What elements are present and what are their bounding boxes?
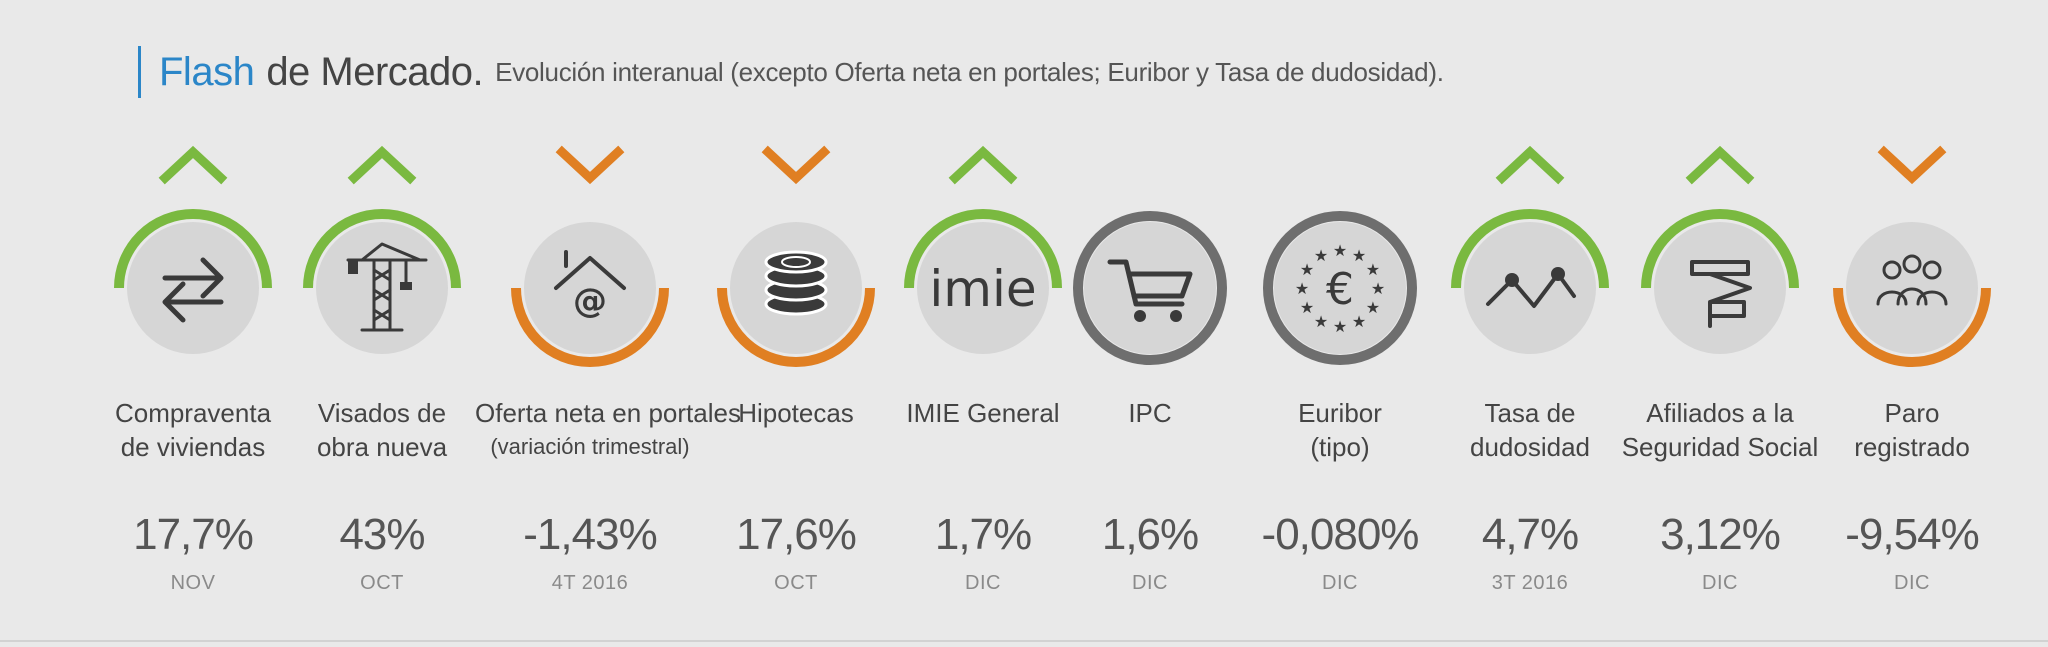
trend-up-chevron-icon	[347, 145, 417, 185]
svg-text:★: ★	[1352, 246, 1366, 265]
people-group-icon	[1833, 222, 1991, 367]
indicator-period: 4T 2016	[551, 572, 629, 594]
indicator-value: 17,7%	[133, 510, 254, 559]
indicator-label: Tasa de dudosidad	[1415, 396, 1645, 464]
indicator-value: 43%	[339, 510, 425, 559]
swap-arrows-icon	[114, 209, 272, 354]
indicator-period: OCT	[774, 572, 818, 594]
svg-text:★: ★	[1333, 317, 1347, 336]
indicator-value: -1,43%	[523, 510, 657, 559]
svg-text:★: ★	[1300, 260, 1314, 279]
indicator-value: 17,6%	[736, 510, 857, 559]
indicator-period: OCT	[360, 572, 404, 594]
indicator-period: DIC	[965, 572, 1001, 594]
title-main: de Mercado.	[266, 49, 484, 94]
trend-down-chevron-icon	[761, 145, 831, 185]
indicator-value: 3,12%	[1660, 510, 1781, 559]
trend-up-chevron-icon	[1495, 145, 1565, 185]
indicator-card: Compraventa de viviendas 17,7% NOV	[98, 140, 288, 620]
indicator-period: DIC	[1894, 572, 1930, 594]
svg-text:★: ★	[1366, 260, 1380, 279]
indicator-card: Hipotecas 17,6% OCT	[701, 140, 891, 620]
indicator-label-line: (tipo)	[1310, 432, 1370, 462]
svg-text:★: ★	[1371, 279, 1385, 298]
imie-logo-icon: imie	[904, 209, 1062, 354]
shopping-cart-icon	[1073, 211, 1227, 365]
svg-text:€: €	[1326, 264, 1354, 315]
affiliates-logo-icon	[1641, 209, 1799, 354]
indicator-card: Paro registrado -9,54% DIC	[1817, 140, 2007, 620]
trend-down-chevron-icon	[1877, 145, 1947, 185]
crane-icon	[303, 209, 461, 354]
indicator-label-line: Paro	[1884, 398, 1940, 428]
page-title: Flash de Mercado. Evolución interanual (…	[138, 44, 1444, 100]
svg-text:@: @	[573, 281, 607, 321]
indicator-label: Afiliados a la Seguridad Social	[1605, 396, 1835, 464]
indicator-value: 1,7%	[934, 510, 1032, 559]
indicator-label-line: de viviendas	[120, 432, 266, 462]
indicator-label: Oferta neta en portales (variación trimes…	[475, 396, 741, 464]
svg-text:★: ★	[1314, 312, 1328, 331]
indicator-period: DIC	[1322, 572, 1358, 594]
title-subtitle: Evolución interanual (excepto Oferta net…	[495, 56, 1444, 87]
title-accent: Flash	[159, 49, 255, 94]
indicator-label-line: dudosidad	[1470, 432, 1590, 462]
indicator-card: Tasa de dudosidad 4,7% 3T 2016	[1435, 140, 1625, 620]
indicator-label: Compraventa de viviendas	[78, 396, 308, 464]
indicator-card: imie IMIE General 1,7% DIC	[888, 140, 1078, 620]
indicator-card: Visados de obra nueva 43% OCT	[287, 140, 477, 620]
svg-text:imie: imie	[929, 260, 1036, 318]
svg-text:★: ★	[1352, 312, 1366, 331]
indicator-label-line: Seguridad Social	[1621, 432, 1819, 462]
svg-text:★: ★	[1295, 279, 1309, 298]
svg-text:★: ★	[1314, 246, 1328, 265]
euro-stars-icon: ★ ★★★★★★★★★★★€	[1263, 211, 1417, 365]
svg-text:★: ★	[1366, 298, 1380, 317]
indicator-card: @ Oferta neta en portales (variación trime…	[475, 140, 741, 620]
svg-text:★: ★	[1333, 241, 1347, 260]
indicator-label: Paro registrado	[1797, 396, 2027, 464]
indicator-label: Hipotecas	[681, 396, 911, 430]
indicator-label-line: obra nueva	[316, 432, 448, 462]
indicator-value: 1,6%	[1101, 510, 1199, 559]
trend-up-chevron-icon	[1685, 145, 1755, 185]
indicator-label-line: Tasa de	[1484, 398, 1576, 428]
trend-up-chevron-icon	[948, 145, 1018, 185]
house-at-icon: @	[511, 222, 669, 367]
indicator-label-line: Oferta neta en portales	[475, 398, 741, 428]
indicator-value: -9,54%	[1845, 510, 1979, 559]
trend-up-chevron-icon	[158, 145, 228, 185]
indicator-label-line: IMIE General	[906, 398, 1060, 428]
indicator-sublabel: (variación trimestral)	[490, 434, 690, 459]
indicator-label-line: Compraventa	[114, 398, 272, 428]
indicator-period: 3T 2016	[1491, 572, 1569, 594]
indicator-label-line: Visados de	[317, 398, 447, 428]
svg-text:★: ★	[1300, 298, 1314, 317]
indicator-card: Afiliados a la Seguridad Social 3,12% DIC	[1622, 140, 1818, 620]
indicator-label: Visados de obra nueva	[267, 396, 497, 464]
title-accent-bar	[138, 46, 141, 98]
indicator-period: DIC	[1132, 572, 1168, 594]
indicator-label-line: Hipotecas	[738, 398, 854, 428]
zigzag-line-icon	[1451, 209, 1609, 354]
indicator-period: DIC	[1702, 572, 1738, 594]
indicator-label-line: Afiliados a la	[1646, 398, 1794, 428]
indicator-card: IPC 1,6% DIC	[1055, 140, 1245, 620]
indicator-label-line: IPC	[1128, 398, 1172, 428]
indicator-value: -0,080%	[1261, 510, 1420, 559]
indicator-label-line: Euribor	[1298, 398, 1382, 428]
indicator-label: Euribor (tipo)	[1225, 396, 1455, 464]
bottom-divider	[0, 640, 2048, 642]
indicator-card: ★ ★ ★ ★ ★ ★ ★ ★ ★ ★ ★ ★ € Euribor (tipo) -0,080% DIC	[1245, 140, 1435, 620]
indicator-label: IMIE General	[868, 396, 1098, 430]
indicator-value: 4,7%	[1481, 510, 1579, 559]
trend-down-chevron-icon	[555, 145, 625, 185]
coin-stack-icon	[717, 222, 875, 367]
indicator-label-line: registrado	[1854, 432, 1970, 462]
indicator-period: NOV	[170, 572, 216, 594]
indicator-label: IPC	[1035, 396, 1265, 430]
